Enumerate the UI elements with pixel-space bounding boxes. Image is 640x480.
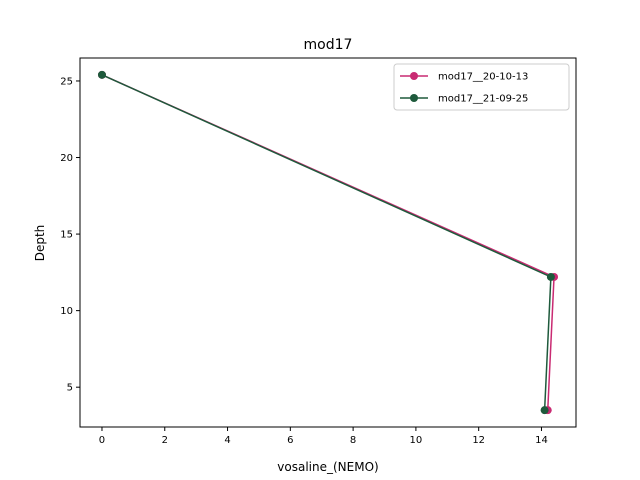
legend: mod17__20-10-13 mod17__21-09-25 — [393, 63, 570, 111]
series-1 — [97, 70, 559, 415]
x-axis-label: vosaline_(NEMO) — [277, 460, 378, 474]
legend-label: mod17__21-09-25 — [438, 94, 528, 105]
y-tick-label: 20 — [60, 153, 73, 164]
y-tick-label: 25 — [60, 76, 73, 87]
y-axis-ticks: 5 10 15 20 25 — [60, 76, 80, 394]
x-axis-ticks: 0 2 4 6 8 10 12 14 — [99, 427, 548, 446]
y-tick-label: 10 — [60, 306, 73, 317]
legend-marker — [410, 72, 418, 80]
data-point — [97, 70, 106, 79]
x-tick-label: 12 — [472, 435, 485, 446]
series-line — [101, 74, 555, 411]
legend-box — [393, 63, 570, 111]
legend-item: mod17__20-10-13 — [400, 72, 528, 83]
legend-marker — [410, 94, 418, 102]
series-line — [101, 74, 552, 411]
data-point — [540, 406, 549, 415]
legend-item: mod17__21-09-25 — [400, 94, 528, 105]
x-tick-label: 8 — [350, 435, 356, 446]
x-tick-label: 6 — [287, 435, 293, 446]
series-group — [97, 70, 559, 415]
plot-frame — [79, 57, 577, 428]
x-tick-label: 0 — [99, 435, 105, 446]
y-axis-label: Depth — [33, 225, 47, 262]
legend-label: mod17__20-10-13 — [438, 72, 528, 83]
y-tick-label: 5 — [67, 383, 73, 394]
y-tick-label: 15 — [60, 230, 73, 241]
data-point — [546, 272, 555, 281]
x-tick-label: 4 — [224, 435, 230, 446]
series-2 — [97, 70, 555, 415]
chart-title: mod17 — [304, 37, 353, 53]
x-tick-label: 14 — [535, 435, 548, 446]
x-tick-label: 2 — [162, 435, 168, 446]
x-tick-label: 10 — [410, 435, 423, 446]
